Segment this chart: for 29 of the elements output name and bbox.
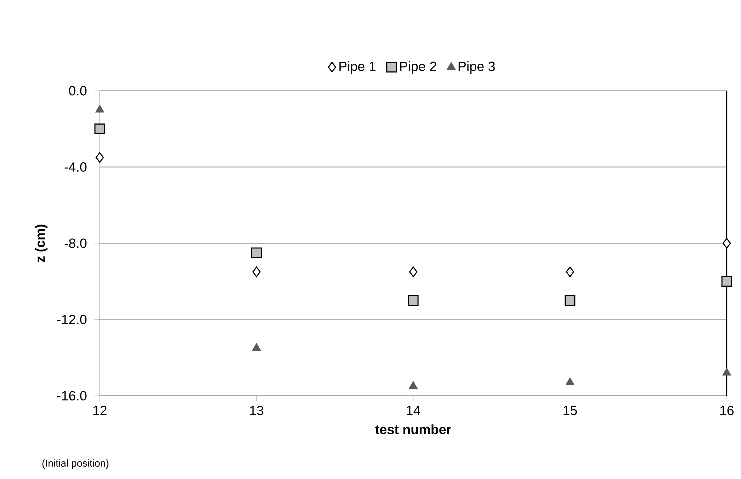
point	[94, 124, 106, 134]
x-tick-label: 15	[564, 406, 578, 416]
point	[252, 266, 261, 278]
point	[722, 276, 732, 287]
x-tick-label: 16	[720, 406, 734, 416]
y-tick-label: -16.0	[57, 391, 87, 401]
y-tick-label: -8.0	[64, 238, 87, 248]
point	[251, 248, 262, 258]
point	[564, 295, 576, 306]
x-axis-title: test number	[376, 424, 452, 434]
y-axis-title: z (cm)	[35, 224, 48, 262]
point	[96, 105, 104, 113]
point	[409, 382, 418, 390]
y-tick-label: -4.0	[64, 162, 87, 172]
x-tick-label: 12	[94, 406, 107, 416]
y-tick-label: -12.0	[57, 315, 87, 324]
legend-label: Pipe 2	[400, 62, 436, 74]
point	[409, 266, 418, 278]
y-tick-label: 0.0	[69, 86, 87, 96]
x-tick-label: 14	[407, 406, 421, 416]
point	[566, 266, 574, 278]
point	[566, 378, 574, 386]
text: (Initial position)	[42, 460, 109, 469]
legend-label: Pipe 1	[340, 62, 376, 74]
point	[96, 152, 104, 164]
legend-label: Pipe 3	[458, 62, 496, 74]
x-tick-label: 13	[250, 406, 264, 416]
point	[408, 295, 419, 306]
point	[252, 344, 261, 352]
